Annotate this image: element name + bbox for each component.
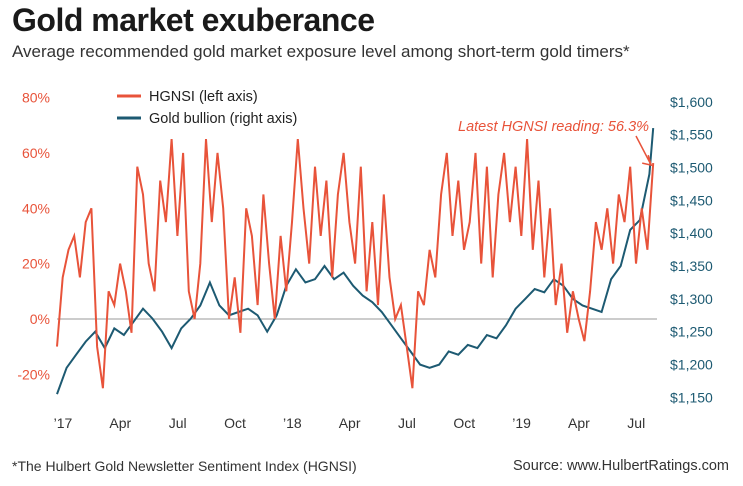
source-credit: Source: www.HulbertRatings.com bbox=[513, 458, 729, 474]
legend-label-gold: Gold bullion (right axis) bbox=[149, 111, 297, 127]
left-axis: -20% 0% 20% 40% 60% 80% bbox=[17, 90, 50, 383]
x-tick-label: Oct bbox=[453, 415, 475, 431]
right-tick-label: $1,300 bbox=[670, 291, 713, 307]
right-tick-label: $1,400 bbox=[670, 225, 713, 241]
x-axis: ’17 Apr Jul Oct ’18 Apr Jul Oct ’19 Apr Jul bbox=[54, 415, 646, 431]
x-tick-label: ’17 bbox=[54, 415, 73, 431]
hgnsi-line bbox=[56, 139, 655, 389]
right-axis: $1,150 $1,200 $1,250 $1,300 $1,350 $1,400 $1,4… bbox=[670, 94, 713, 406]
chart-title: Gold market exuberance bbox=[12, 2, 375, 38]
x-tick-label: ’19 bbox=[512, 415, 531, 431]
left-tick-label: 0% bbox=[30, 311, 50, 327]
x-tick-label: Apr bbox=[109, 415, 131, 431]
right-tick-label: $1,550 bbox=[670, 127, 713, 143]
right-tick-label: $1,250 bbox=[670, 324, 713, 340]
left-tick-label: 60% bbox=[22, 145, 50, 161]
left-tick-label: 80% bbox=[22, 90, 50, 106]
x-tick-label: Apr bbox=[339, 415, 361, 431]
footnote: *The Hulbert Gold Newsletter Sentiment I… bbox=[12, 458, 357, 474]
legend-label-hgnsi: HGNSI (left axis) bbox=[149, 89, 258, 105]
x-tick-label: Apr bbox=[568, 415, 590, 431]
annotation-latest-reading: Latest HGNSI reading: 56.3% bbox=[458, 119, 649, 135]
right-tick-label: $1,350 bbox=[670, 258, 713, 274]
right-tick-label: $1,600 bbox=[670, 94, 713, 110]
right-tick-label: $1,200 bbox=[670, 357, 713, 373]
x-tick-label: Jul bbox=[398, 415, 416, 431]
x-tick-label: Jul bbox=[627, 415, 645, 431]
right-tick-label: $1,150 bbox=[670, 389, 713, 405]
x-tick-label: Jul bbox=[169, 415, 187, 431]
chart-subtitle: Average recommended gold market exposure… bbox=[12, 42, 630, 61]
annotation-arrow bbox=[635, 135, 653, 167]
legend: HGNSI (left axis) Gold bullion (right ax… bbox=[117, 89, 297, 127]
left-tick-label: 20% bbox=[22, 256, 50, 272]
left-tick-label: 40% bbox=[22, 200, 50, 216]
x-tick-label: Oct bbox=[224, 415, 246, 431]
x-tick-label: ’18 bbox=[283, 415, 302, 431]
right-tick-label: $1,500 bbox=[670, 160, 713, 176]
left-tick-label: -20% bbox=[17, 366, 50, 382]
right-tick-label: $1,450 bbox=[670, 192, 713, 208]
